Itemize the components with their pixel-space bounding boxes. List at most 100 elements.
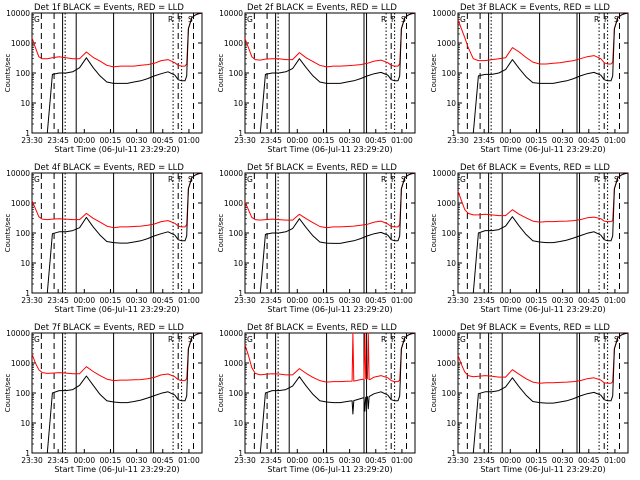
- y-tick-label: 10000: [219, 9, 243, 18]
- series-line-red: [31, 172, 203, 229]
- y-tick-label: 10: [233, 99, 243, 108]
- corner-mark: F: [391, 175, 395, 184]
- corner-mark: R: [594, 15, 599, 24]
- x-tick-label: 01:00: [178, 296, 200, 305]
- y-tick-label: 1000: [224, 39, 243, 48]
- corner-mark: F: [178, 175, 182, 184]
- corner-mark: F: [604, 335, 608, 344]
- y-tick-label: 10: [446, 259, 456, 268]
- chart-panel-6: Det 6f BLACK = Events, RED = LLD 1 10 100 10…: [430, 163, 629, 314]
- corner-mark: S: [401, 175, 406, 184]
- chart-panel-8: Det 8f BLACK = Events, RED = LLD 1 10 100 10…: [217, 323, 416, 474]
- x-tick-label: 00:30: [339, 456, 361, 465]
- y-tick-label: 10: [20, 99, 30, 108]
- corner-mark: G: [34, 15, 40, 24]
- series-line-black: [32, 12, 203, 134]
- x-tick-label: 00:15: [100, 296, 122, 305]
- y-tick-label: 10: [446, 419, 456, 428]
- corner-mark: S: [188, 175, 193, 184]
- x-tick-label: 00:00: [499, 296, 521, 305]
- corner-mark: G: [247, 175, 253, 184]
- x-tick-label: 00:00: [286, 456, 308, 465]
- x-tick-label: 00:15: [313, 136, 335, 145]
- y-axis-label: Counts/sec: [217, 214, 225, 253]
- corner-mark: S: [614, 175, 619, 184]
- y-axis-label: Counts/sec: [4, 214, 12, 253]
- corner-mark: G: [460, 15, 466, 24]
- corner-mark: F: [391, 15, 395, 24]
- chart-title: Det 9f BLACK = Events, RED = LLD: [460, 323, 610, 333]
- corner-mark: G: [34, 335, 40, 344]
- y-tick-label: 100: [442, 229, 457, 238]
- y-axis-label: Counts/sec: [217, 374, 225, 413]
- corner-mark: R: [168, 175, 173, 184]
- x-tick-label: 00:00: [73, 296, 95, 305]
- corner-mark: G: [247, 15, 253, 24]
- y-tick-label: 1000: [11, 199, 30, 208]
- x-axis-label: Start Time (06-Jul-11 23:29:20): [480, 145, 605, 154]
- series-line-red: [457, 172, 629, 223]
- y-tick-label: 1000: [224, 359, 243, 368]
- series-line-black: [458, 332, 629, 454]
- x-tick-label: 23:45: [47, 456, 69, 465]
- x-tick-label: 01:00: [391, 136, 413, 145]
- y-tick-label: 100: [16, 69, 31, 78]
- y-tick-label: 1: [25, 289, 30, 298]
- y-tick-label: 1000: [437, 359, 456, 368]
- y-axis-label: Counts/sec: [430, 374, 438, 413]
- x-tick-label: 00:45: [578, 296, 600, 305]
- x-tick-label: 00:30: [339, 296, 361, 305]
- x-tick-label: 01:00: [604, 136, 626, 145]
- x-axis-label: Start Time (06-Jul-11 23:29:20): [267, 305, 392, 314]
- x-tick-label: 23:45: [260, 296, 282, 305]
- corner-mark: G: [247, 335, 253, 344]
- y-tick-label: 10000: [219, 329, 243, 338]
- chart-panel-9: Det 9f BLACK = Events, RED = LLD 1 10 100 10…: [430, 323, 629, 474]
- x-tick-label: 23:30: [234, 136, 256, 145]
- plot-frame: [244, 332, 416, 454]
- x-tick-label: 23:30: [21, 456, 43, 465]
- x-tick-label: 00:30: [339, 136, 361, 145]
- corner-mark: F: [391, 335, 395, 344]
- corner-mark: G: [34, 175, 40, 184]
- corner-mark: R: [594, 175, 599, 184]
- y-tick-label: 1000: [437, 39, 456, 48]
- y-tick-label: 1000: [11, 359, 30, 368]
- y-axis-label: Counts/sec: [217, 54, 225, 93]
- chart-title: Det 2f BLACK = Events, RED = LLD: [247, 3, 397, 13]
- corner-mark: S: [188, 15, 193, 24]
- x-tick-label: 00:45: [152, 456, 174, 465]
- x-tick-label: 01:00: [391, 456, 413, 465]
- chart-panel-4: Det 4f BLACK = Events, RED = LLD 1 10 100 10…: [4, 163, 203, 314]
- chart-title: Det 3f BLACK = Events, RED = LLD: [460, 3, 610, 13]
- y-tick-label: 100: [229, 69, 244, 78]
- x-tick-label: 23:30: [447, 296, 469, 305]
- series-line-black: [245, 332, 416, 454]
- y-tick-label: 1000: [437, 199, 456, 208]
- chart-panel-3: Det 3f BLACK = Events, RED = LLD 1 10 100 10…: [430, 3, 629, 154]
- y-axis-label: Counts/sec: [430, 54, 438, 93]
- corner-mark: G: [460, 175, 466, 184]
- x-tick-label: 00:00: [499, 136, 521, 145]
- corner-mark: G: [460, 335, 466, 344]
- corner-mark: F: [178, 335, 182, 344]
- x-axis-label: Start Time (06-Jul-11 23:29:20): [267, 465, 392, 474]
- chart-title: Det 8f BLACK = Events, RED = LLD: [247, 323, 397, 333]
- corner-mark: F: [604, 15, 608, 24]
- series-line-red: [31, 332, 203, 382]
- x-tick-label: 23:45: [260, 456, 282, 465]
- series-line-red: [457, 332, 629, 384]
- plot-frame: [31, 172, 203, 294]
- corner-mark: R: [381, 15, 386, 24]
- corner-mark: R: [168, 15, 173, 24]
- y-tick-label: 10000: [6, 169, 30, 178]
- x-tick-label: 00:45: [578, 136, 600, 145]
- y-tick-label: 1000: [11, 39, 30, 48]
- x-tick-label: 00:30: [126, 136, 148, 145]
- y-tick-label: 100: [16, 229, 31, 238]
- x-tick-label: 00:00: [73, 136, 95, 145]
- x-tick-label: 00:45: [365, 456, 387, 465]
- chart-panel-1: Det 1f BLACK = Events, RED = LLD 1 10 100 10…: [4, 3, 203, 154]
- x-tick-label: 00:30: [552, 136, 574, 145]
- x-tick-label: 00:15: [526, 296, 548, 305]
